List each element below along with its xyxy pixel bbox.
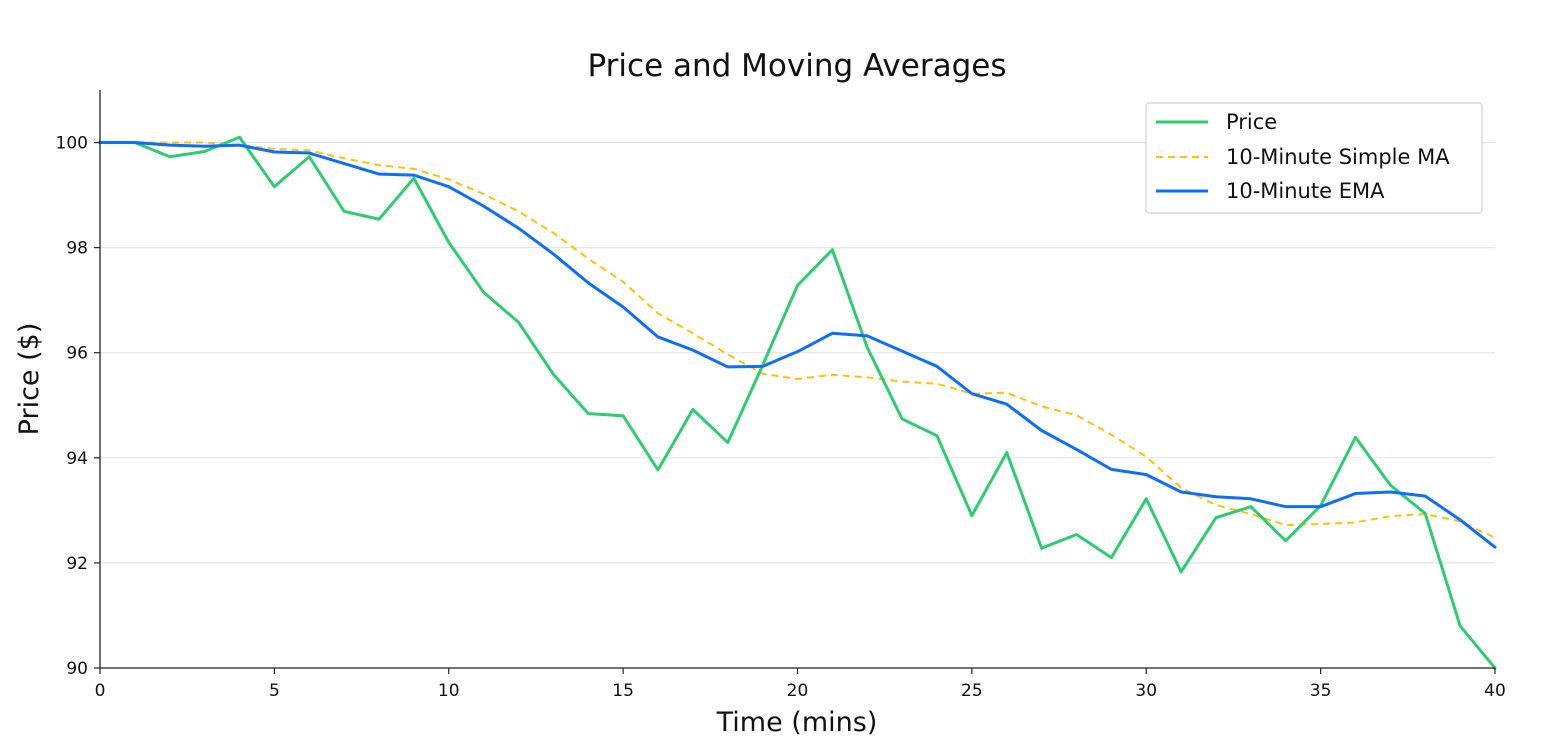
x-tick-label: 40 <box>1484 681 1506 701</box>
legend-label-price: Price <box>1226 110 1277 134</box>
x-tick-label: 25 <box>961 681 983 701</box>
x-tick-label: 20 <box>787 681 809 701</box>
series-group <box>98 135 1497 670</box>
y-axis-label: Price ($) <box>14 323 45 436</box>
x-tick-label: 0 <box>95 681 106 701</box>
legend: Price 10-Minute Simple MA 10-Minute EMA <box>1145 102 1483 214</box>
y-tick-label: 96 <box>66 344 88 364</box>
y-tick-label: 92 <box>66 554 88 574</box>
x-tick-label: 15 <box>612 681 634 701</box>
y-tick-label: 94 <box>66 449 88 469</box>
x-tick-label: 30 <box>1135 681 1157 701</box>
x-tick-label: 5 <box>269 681 280 701</box>
legend-label-sma: 10-Minute Simple MA <box>1226 145 1450 169</box>
series-price-line <box>98 135 1497 670</box>
series-ema-line <box>98 141 1497 549</box>
grid <box>100 141 1495 669</box>
series-sma-line <box>100 141 1496 539</box>
x-tick-label: 10 <box>438 681 460 701</box>
x-axis-label: Time (mins) <box>716 707 878 738</box>
chart-title: Price and Moving Averages <box>588 48 1007 84</box>
legend-label-ema: 10-Minute EMA <box>1226 179 1385 203</box>
legend-box <box>1145 102 1483 214</box>
y-tick-label: 98 <box>66 239 88 259</box>
x-ticks: 0 5 10 15 20 25 30 35 40 <box>95 668 1506 701</box>
y-ticks: 90 92 94 96 98 100 <box>56 134 100 679</box>
x-tick-label: 35 <box>1310 681 1332 701</box>
y-tick-label: 90 <box>66 659 88 679</box>
y-tick-label: 100 <box>56 134 88 154</box>
